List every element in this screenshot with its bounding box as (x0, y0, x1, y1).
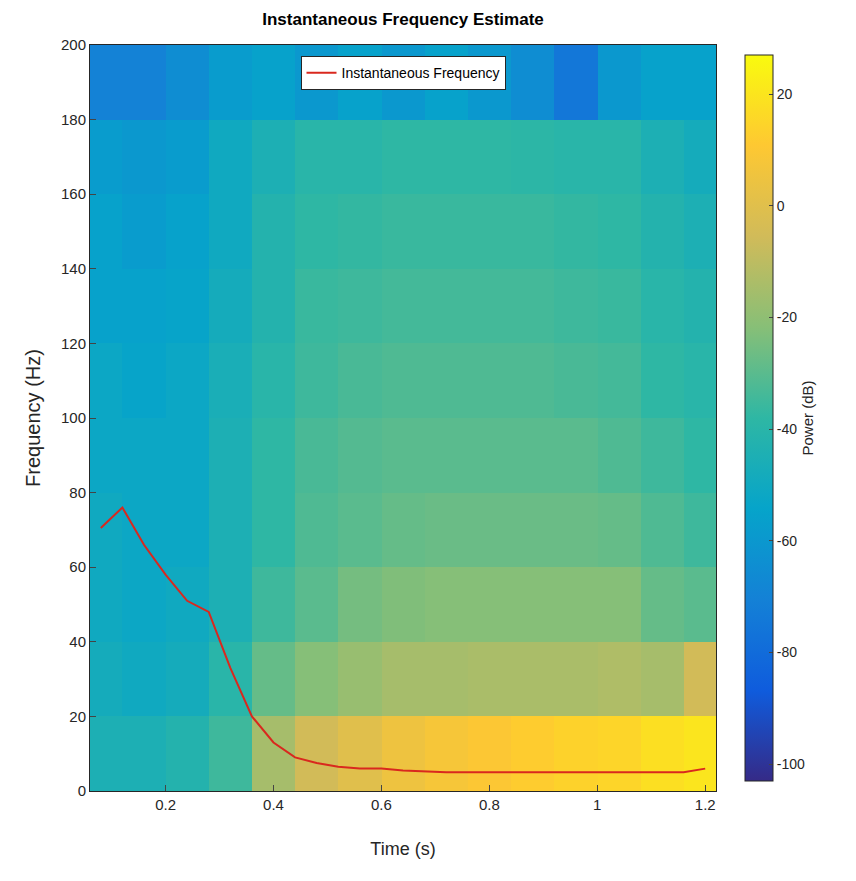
svg-text:0.8: 0.8 (479, 796, 500, 813)
svg-text:Power (dB): Power (dB) (799, 380, 816, 455)
svg-text:Frequency (Hz): Frequency (Hz) (22, 349, 44, 487)
svg-text:120: 120 (61, 335, 86, 352)
svg-text:180: 180 (61, 111, 86, 128)
svg-text:40: 40 (69, 633, 86, 650)
svg-text:1: 1 (593, 796, 601, 813)
svg-text:80: 80 (69, 484, 86, 501)
svg-text:Instantaneous Frequency Estima: Instantaneous Frequency Estimate (262, 10, 544, 29)
svg-text:100: 100 (61, 409, 86, 426)
svg-text:0.4: 0.4 (263, 796, 284, 813)
svg-text:-40: -40 (777, 421, 797, 437)
svg-text:0.6: 0.6 (371, 796, 392, 813)
svg-text:0.2: 0.2 (155, 796, 176, 813)
svg-text:0: 0 (777, 198, 785, 214)
svg-text:1.2: 1.2 (695, 796, 716, 813)
svg-text:60: 60 (69, 558, 86, 575)
svg-text:-20: -20 (777, 309, 797, 325)
svg-text:20: 20 (777, 86, 793, 102)
svg-text:-80: -80 (777, 644, 797, 660)
svg-text:-100: -100 (777, 756, 805, 772)
svg-text:20: 20 (69, 708, 86, 725)
svg-text:200: 200 (61, 36, 86, 53)
svg-text:160: 160 (61, 185, 86, 202)
svg-text:Instantaneous Frequency: Instantaneous Frequency (342, 65, 500, 81)
svg-text:140: 140 (61, 260, 86, 277)
svg-text:-60: -60 (777, 533, 797, 549)
svg-text:0: 0 (78, 782, 86, 799)
svg-text:Time (s): Time (s) (370, 839, 435, 859)
